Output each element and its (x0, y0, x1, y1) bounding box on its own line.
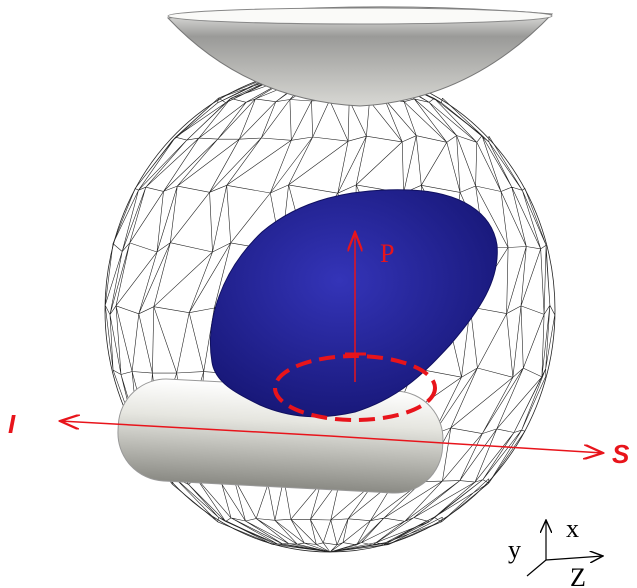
y-axis-label: y (508, 535, 521, 564)
bowl-rim (168, 8, 552, 24)
scene: P I S x y Z (0, 0, 637, 588)
s-label: S (612, 439, 630, 469)
blue-organ (210, 190, 497, 417)
axis-triad: x y Z (508, 514, 603, 588)
x-axis-label: x (566, 514, 579, 543)
p-label: P (380, 239, 394, 268)
z-axis-label: Z (570, 563, 586, 588)
i-label: I (8, 409, 16, 439)
